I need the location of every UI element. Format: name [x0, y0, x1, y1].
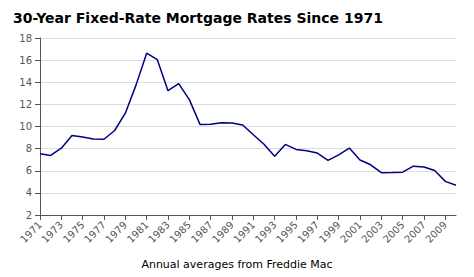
svg-text:1977: 1977 [82, 219, 108, 245]
svg-text:1995: 1995 [274, 219, 300, 245]
svg-text:2001: 2001 [338, 219, 364, 245]
svg-text:1983: 1983 [146, 219, 172, 245]
svg-text:18: 18 [19, 33, 32, 44]
svg-text:10: 10 [19, 121, 32, 132]
svg-text:1975: 1975 [61, 219, 87, 245]
svg-text:1985: 1985 [167, 219, 193, 245]
svg-text:1991: 1991 [231, 219, 257, 245]
svg-text:14: 14 [19, 77, 32, 88]
svg-text:1973: 1973 [39, 219, 65, 245]
svg-text:Annual averages from Freddie M: Annual averages from Freddie Mac [141, 258, 332, 271]
svg-text:2: 2 [26, 210, 32, 221]
svg-text:2003: 2003 [359, 219, 385, 245]
svg-text:1981: 1981 [125, 219, 151, 245]
svg-text:1979: 1979 [103, 219, 129, 245]
svg-text:12: 12 [19, 99, 32, 110]
svg-text:1993: 1993 [253, 219, 279, 245]
svg-text:1971: 1971 [18, 219, 44, 245]
svg-text:2007: 2007 [402, 219, 428, 245]
svg-text:1989: 1989 [210, 219, 236, 245]
svg-text:30-Year Fixed-Rate Mortgage Ra: 30-Year Fixed-Rate Mortgage Rates Since … [13, 10, 383, 26]
svg-text:1987: 1987 [189, 219, 215, 245]
svg-text:8: 8 [26, 143, 32, 154]
svg-text:16: 16 [19, 55, 32, 66]
svg-text:6: 6 [26, 165, 32, 176]
svg-text:1997: 1997 [295, 219, 321, 245]
svg-text:4: 4 [26, 187, 32, 198]
svg-text:2009: 2009 [423, 219, 449, 245]
svg-text:2005: 2005 [381, 219, 407, 245]
svg-text:1999: 1999 [317, 219, 343, 245]
